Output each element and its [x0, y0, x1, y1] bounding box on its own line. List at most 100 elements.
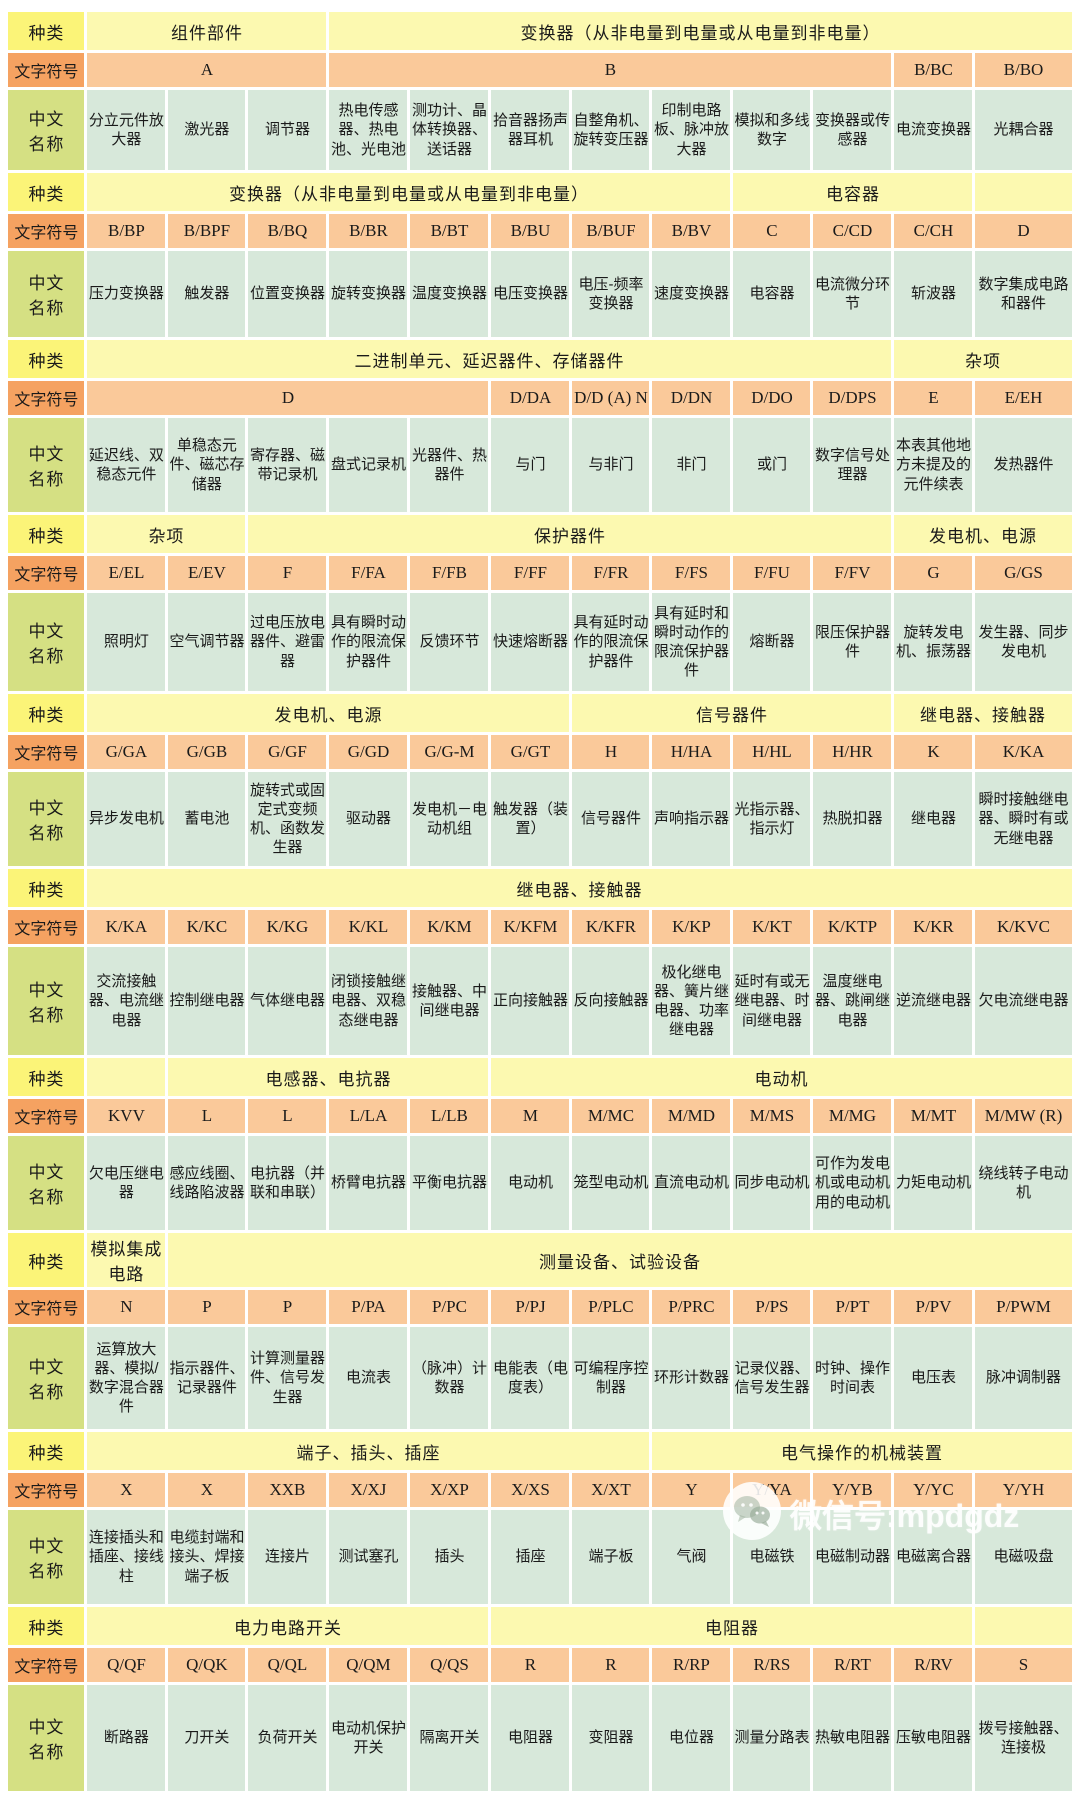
name-cell: 电阻器	[491, 1685, 570, 1791]
symbol-cell: G	[894, 556, 973, 590]
name-cell: 电磁制动器	[813, 1510, 892, 1604]
name-cell: 熔断器	[733, 593, 811, 691]
category-cell: 保护器件	[248, 515, 892, 553]
symbol-row: 文字符号 KVV L L L/LA L/LB M M/MC M/MD M/MS M/MG M/MT M/…	[8, 1099, 1072, 1133]
symbol-cell: E/EV	[168, 556, 246, 590]
name-cell: 发电机－电动机组	[410, 772, 489, 866]
symbol-cell: K/KL	[329, 910, 408, 944]
category-cell: 模拟集成电路	[87, 1233, 166, 1287]
row-label-name-text: 中文名称	[28, 1718, 65, 1762]
symbol-cell: B	[329, 53, 892, 87]
component-symbol-table: 种类 组件部件 变换器（从非电量到电量或从电量到非电量） 文字符号 A B B/BC B/BO…	[5, 9, 1074, 1794]
symbol-cell: P/PV	[894, 1290, 973, 1324]
symbol-cell: B/BPF	[168, 214, 246, 248]
name-cell: 位置变换器	[248, 251, 327, 337]
symbol-cell: L	[168, 1099, 246, 1133]
symbol-row: 文字符号 Q/QF Q/QK Q/QL Q/QM Q/QS R R R/RP R/RS R/RT R/…	[8, 1648, 1072, 1682]
symbol-cell: D/DA	[491, 381, 570, 415]
symbol-cell: K/KTP	[813, 910, 892, 944]
symbol-cell: F	[248, 556, 327, 590]
row-label-name-text: 中文名称	[28, 981, 65, 1025]
category-cell: 电阻器	[491, 1607, 973, 1645]
name-cell: 模拟和多线数字	[733, 90, 811, 170]
row-label-symbol: 文字符号	[8, 1648, 85, 1682]
name-cell: 测量分路表	[733, 1685, 811, 1791]
name-cell: 拾音器扬声器耳机	[491, 90, 570, 170]
name-cell: 接触器、中间继电器	[410, 947, 489, 1055]
symbol-cell: Q/QK	[168, 1648, 246, 1682]
name-cell: 异步发电机	[87, 772, 166, 866]
name-cell: 本表其他地方未提及的元件续表	[894, 418, 973, 512]
name-cell: 热脱扣器	[813, 772, 892, 866]
name-cell: 电磁铁	[733, 1510, 811, 1604]
category-cell: 组件部件	[87, 12, 327, 50]
category-cell: 杂项	[894, 340, 1072, 378]
name-cell: 电容器	[733, 251, 811, 337]
name-cell: 绕线转子电动机	[975, 1136, 1072, 1230]
name-cell: 闭锁接触继电器、双稳态继电器	[329, 947, 408, 1055]
row-label-symbol: 文字符号	[8, 910, 85, 944]
category-row: 种类 发电机、电源 信号器件 继电器、接触器	[8, 694, 1072, 732]
category-cell: 电力电路开关	[87, 1607, 489, 1645]
symbol-cell: K/KR	[894, 910, 973, 944]
name-cell: 旋转变换器	[329, 251, 408, 337]
name-cell: 电位器	[652, 1685, 731, 1791]
symbol-cell: A	[87, 53, 327, 87]
name-cell: 脉冲调制器	[975, 1327, 1072, 1429]
name-cell: 寄存器、磁带记录机	[248, 418, 327, 512]
name-cell: 气阀	[652, 1510, 731, 1604]
name-cell: 具有延时和瞬时动作的限流保护器件	[652, 593, 731, 691]
symbol-cell: R	[572, 1648, 650, 1682]
symbol-cell: P/PS	[733, 1290, 811, 1324]
symbol-cell: K/KVC	[975, 910, 1072, 944]
symbol-cell: G/GB	[168, 735, 246, 769]
symbol-cell: G/GA	[87, 735, 166, 769]
name-cell: 力矩电动机	[894, 1136, 973, 1230]
name-cell: 欠电压继电器	[87, 1136, 166, 1230]
row-label-name: 中文名称	[8, 418, 85, 512]
name-row: 中文名称 异步发电机 蓄电池 旋转式或固定式变频机、函数发生器 驱动器 发电机－电动机组触…	[8, 772, 1072, 866]
name-cell: 欠电流继电器	[975, 947, 1072, 1055]
row-label-name: 中文名称	[8, 1136, 85, 1230]
symbol-cell: D/D (A) N	[572, 381, 650, 415]
name-cell: 感应线圈、线路陷波器	[168, 1136, 246, 1230]
name-cell: 斩波器	[894, 251, 973, 337]
symbol-cell: Y/YB	[813, 1473, 892, 1507]
row-label-name: 中文名称	[8, 772, 85, 866]
name-cell: 压敏电阻器	[894, 1685, 973, 1791]
name-cell: 快速熔断器	[491, 593, 570, 691]
row-label-name: 中文名称	[8, 90, 85, 170]
symbol-cell: B/BO	[975, 53, 1072, 87]
symbol-cell: Q/QL	[248, 1648, 327, 1682]
symbol-cell: B/BU	[491, 214, 570, 248]
name-cell: 热敏电阻器	[813, 1685, 892, 1791]
category-cell: 继电器、接触器	[87, 869, 1072, 907]
row-label-name-text: 中文名称	[28, 1358, 65, 1402]
symbol-cell: C/CD	[813, 214, 892, 248]
row-label-name: 中文名称	[8, 1510, 85, 1604]
category-cell: 发电机、电源	[894, 515, 1072, 553]
symbol-cell: P/PRC	[652, 1290, 731, 1324]
table-body: 种类 组件部件 变换器（从非电量到电量或从电量到非电量） 文字符号 A B B/BC B/BO…	[8, 12, 1072, 1791]
symbol-cell: R/RS	[733, 1648, 811, 1682]
symbol-cell: P	[168, 1290, 246, 1324]
row-label-symbol: 文字符号	[8, 556, 85, 590]
row-label-name-text: 中文名称	[28, 110, 65, 154]
symbol-cell: K/KA	[87, 910, 166, 944]
symbol-cell: S	[975, 1648, 1072, 1682]
category-cell: 二进制单元、延迟器件、存储器件	[87, 340, 892, 378]
name-cell: 时钟、操作时间表	[813, 1327, 892, 1429]
category-row: 种类 端子、插头、插座 电气操作的机械装置	[8, 1432, 1072, 1470]
symbol-cell: M/MC	[572, 1099, 650, 1133]
symbol-cell: H/HR	[813, 735, 892, 769]
name-cell: 笼型电动机	[572, 1136, 650, 1230]
row-label-category: 种类	[8, 1607, 85, 1645]
row-label-name-text: 中文名称	[28, 274, 65, 318]
name-cell: 光器件、热器件	[410, 418, 489, 512]
name-cell: 交流接触器、电流继电器	[87, 947, 166, 1055]
name-cell: 温度继电器、跳闸继电器	[813, 947, 892, 1055]
name-cell: 具有延时动作的限流保护器件	[572, 593, 650, 691]
symbol-cell: R	[491, 1648, 570, 1682]
symbol-cell: E	[894, 381, 973, 415]
row-label-name: 中文名称	[8, 1685, 85, 1791]
